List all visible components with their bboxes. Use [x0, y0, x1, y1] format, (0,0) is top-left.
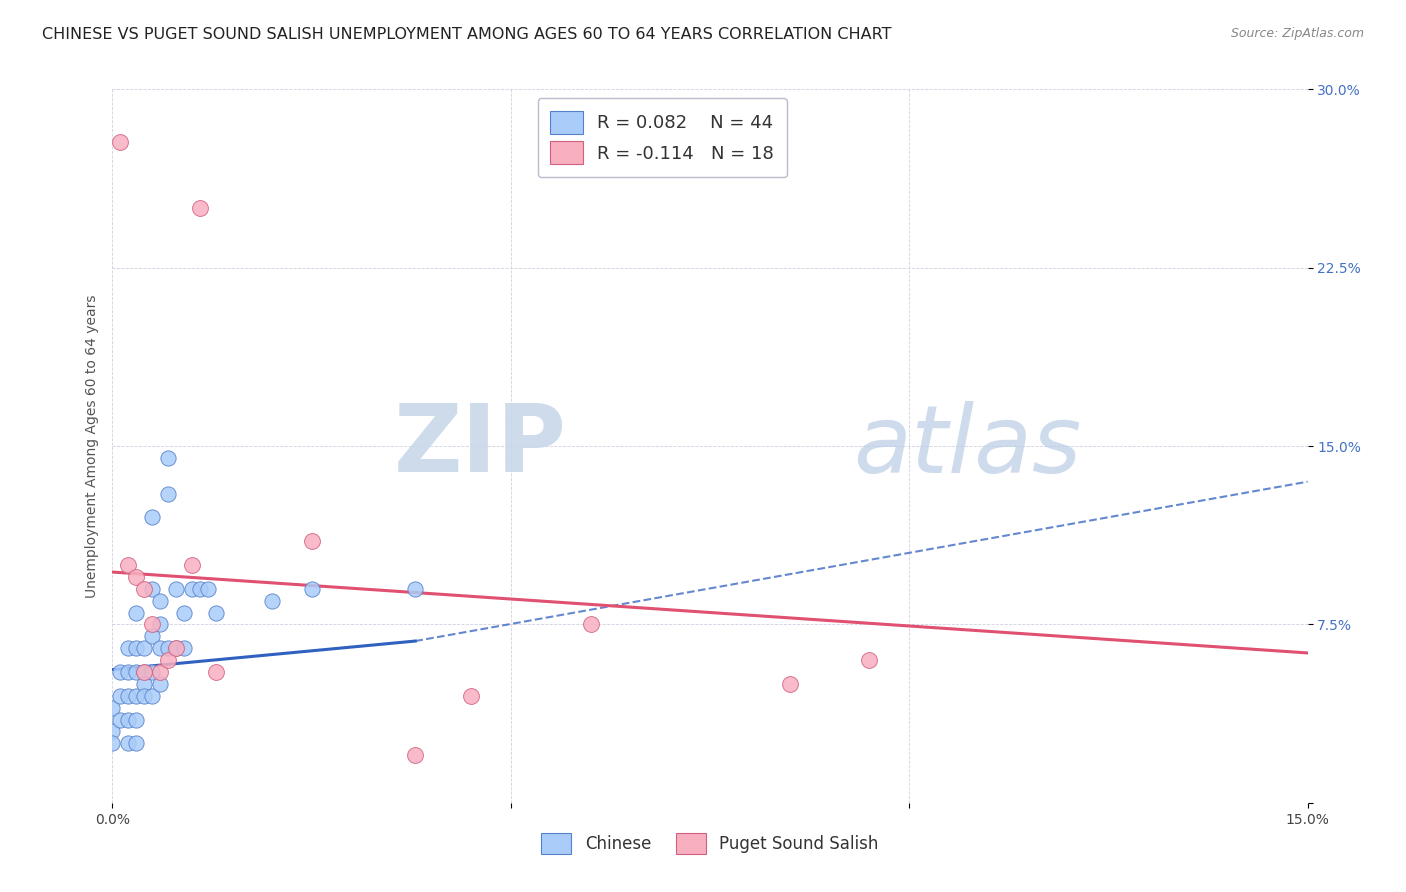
Point [141, 629, 163, 643]
Point [181, 582, 204, 596]
Point [125, 606, 148, 620]
Point [101, 700, 124, 714]
Point [260, 593, 283, 607]
Point [141, 689, 163, 703]
Point [157, 641, 180, 656]
Point [149, 677, 172, 691]
Point [205, 665, 228, 679]
Point [188, 582, 211, 596]
Point [141, 510, 163, 524]
Point [134, 641, 156, 656]
Point [165, 582, 187, 596]
Point [117, 689, 139, 703]
Point [117, 713, 139, 727]
Point [149, 665, 172, 679]
Point [149, 641, 172, 656]
Point [301, 582, 323, 596]
Point [205, 606, 228, 620]
Point [117, 641, 139, 656]
Point [125, 665, 148, 679]
Point [173, 641, 195, 656]
Point [134, 582, 156, 596]
Point [134, 665, 156, 679]
Point [141, 665, 163, 679]
Point [779, 677, 801, 691]
Point [301, 534, 323, 549]
Point [101, 736, 124, 750]
Text: ZIP: ZIP [394, 400, 567, 492]
Point [579, 617, 602, 632]
Point [181, 558, 204, 572]
Point [141, 617, 163, 632]
Point [197, 582, 219, 596]
Point [134, 689, 156, 703]
Point [110, 135, 132, 149]
Point [141, 582, 163, 596]
Point [117, 736, 139, 750]
Point [157, 450, 180, 465]
Text: atlas: atlas [853, 401, 1081, 491]
Point [125, 736, 148, 750]
Point [188, 201, 211, 215]
Point [173, 606, 195, 620]
Point [125, 641, 148, 656]
Point [110, 689, 132, 703]
Point [157, 486, 180, 500]
Point [125, 689, 148, 703]
Point [149, 593, 172, 607]
Point [149, 617, 172, 632]
Y-axis label: Unemployment Among Ages 60 to 64 years: Unemployment Among Ages 60 to 64 years [84, 294, 98, 598]
Point [110, 665, 132, 679]
Point [117, 665, 139, 679]
Point [165, 641, 187, 656]
Point [125, 570, 148, 584]
Point [165, 641, 187, 656]
Text: Source: ZipAtlas.com: Source: ZipAtlas.com [1230, 27, 1364, 40]
Point [101, 724, 124, 739]
Point [134, 677, 156, 691]
Point [858, 653, 880, 667]
Point [110, 713, 132, 727]
Point [157, 653, 180, 667]
Text: CHINESE VS PUGET SOUND SALISH UNEMPLOYMENT AMONG AGES 60 TO 64 YEARS CORRELATION: CHINESE VS PUGET SOUND SALISH UNEMPLOYME… [42, 27, 891, 42]
Legend: Chinese, Puget Sound Salish: Chinese, Puget Sound Salish [530, 821, 890, 866]
Point [117, 558, 139, 572]
Point [460, 689, 482, 703]
Point [125, 713, 148, 727]
Point [404, 748, 426, 763]
Point [404, 582, 426, 596]
Point [134, 665, 156, 679]
